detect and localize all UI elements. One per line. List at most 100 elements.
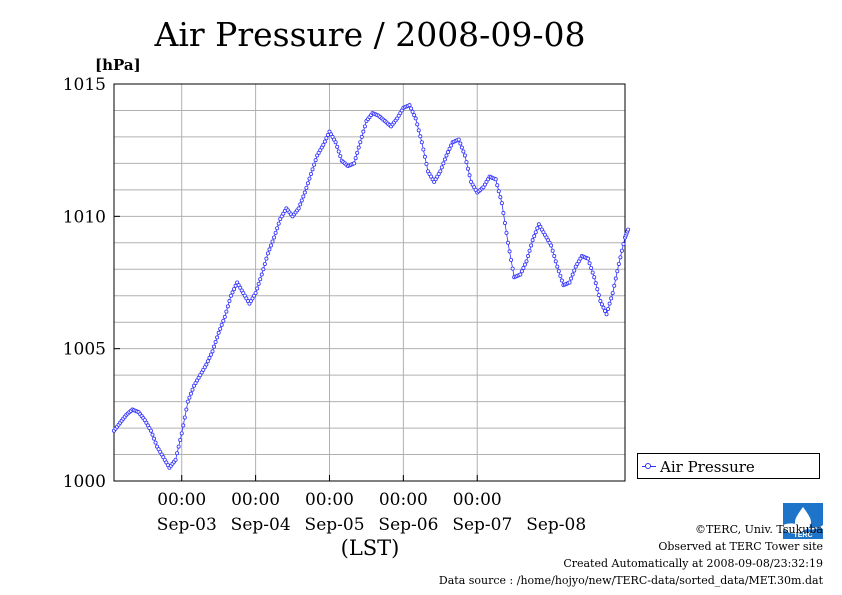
data-point — [313, 158, 318, 163]
data-point — [204, 362, 209, 367]
data-point — [362, 124, 367, 129]
data-point — [208, 352, 213, 357]
data-point — [302, 190, 307, 195]
data-point — [321, 142, 326, 147]
data-point — [606, 306, 611, 311]
data-point — [601, 305, 606, 310]
data-point — [498, 195, 503, 200]
x-date-label: Sep-08 — [526, 515, 586, 535]
data-point — [275, 226, 280, 231]
data-point — [178, 437, 183, 442]
data-point — [176, 444, 181, 449]
data-point — [352, 161, 357, 166]
data-point — [618, 255, 623, 260]
data-point — [225, 304, 230, 309]
data-point — [256, 281, 261, 286]
data-point — [449, 143, 454, 148]
data-point — [305, 181, 310, 186]
y-axis-ticks: 1000 1005 1010 1015 — [63, 75, 120, 492]
data-point — [255, 286, 260, 291]
data-point — [232, 287, 237, 292]
data-point — [312, 162, 317, 167]
x-date-label: Sep-03 — [157, 515, 217, 535]
data-point — [299, 198, 304, 203]
data-point — [458, 141, 463, 146]
data-point — [444, 153, 449, 158]
data-point — [504, 230, 509, 235]
data-point — [555, 264, 560, 269]
terc-logo: TERC — [783, 503, 823, 539]
data-source-text: Data source : /home/hojyo/new/TERC-data/… — [438, 574, 823, 587]
data-point — [419, 140, 424, 145]
x-axis-label: (LST) — [341, 536, 400, 560]
data-point — [466, 166, 471, 171]
data-point — [261, 267, 266, 272]
x-date-label: Sep-05 — [305, 515, 365, 535]
data-point — [304, 185, 309, 190]
data-point — [439, 165, 444, 170]
data-point — [173, 457, 178, 462]
data-point — [462, 153, 467, 158]
data-point — [276, 221, 281, 226]
data-point — [338, 154, 343, 159]
grid-lines — [114, 84, 625, 481]
created-timestamp-text: Created Automatically at 2008-09-08/23:3… — [563, 557, 823, 570]
air-pressure-points — [112, 103, 631, 470]
data-point — [207, 355, 212, 360]
x-time-tick-label: 00:00 — [379, 490, 428, 510]
x-axis-ticks: 00:00 00:00 00:00 00:00 00:00 Sep-03 Sep-04 Sep… — [157, 475, 586, 535]
data-point — [307, 176, 312, 181]
data-point — [421, 147, 426, 152]
data-point — [228, 293, 233, 298]
observed-site-text: Observed at TERC Tower site — [658, 540, 823, 553]
legend-label-air-pressure: Air Pressure — [660, 458, 755, 476]
data-point — [182, 415, 187, 420]
data-point — [596, 293, 601, 298]
data-point — [224, 309, 229, 314]
data-point — [447, 146, 452, 151]
data-point — [422, 154, 427, 159]
x-time-tick-label: 00:00 — [157, 490, 206, 510]
data-point — [264, 256, 269, 261]
data-point — [187, 395, 192, 400]
y-axis-unit-label: [hPa] — [95, 56, 141, 74]
data-point — [615, 269, 620, 274]
data-point — [322, 139, 327, 144]
data-point — [589, 265, 594, 270]
data-point — [219, 322, 224, 327]
data-point — [413, 116, 418, 121]
data-point — [190, 387, 195, 392]
data-point — [604, 312, 609, 317]
data-point — [265, 251, 270, 256]
data-point — [336, 149, 341, 154]
data-point — [215, 335, 220, 340]
data-point — [221, 318, 226, 323]
data-point — [572, 268, 577, 273]
y-tick-label: 1000 — [63, 472, 106, 492]
data-point — [559, 278, 564, 283]
data-point — [526, 254, 531, 259]
data-point — [510, 266, 515, 271]
data-point — [335, 144, 340, 149]
data-point — [549, 243, 554, 248]
data-point — [532, 234, 537, 239]
data-point — [222, 314, 227, 319]
data-point — [602, 308, 607, 313]
data-point — [552, 254, 557, 259]
data-point — [521, 265, 526, 270]
data-point — [529, 243, 534, 248]
data-point — [438, 169, 443, 174]
data-point — [499, 201, 504, 206]
data-point — [493, 177, 498, 182]
data-point — [353, 156, 358, 161]
data-point — [301, 194, 306, 199]
data-point — [233, 283, 238, 288]
data-point — [616, 261, 621, 266]
data-point — [556, 269, 561, 274]
data-point — [593, 281, 598, 286]
data-point — [569, 276, 574, 281]
y-tick-label: 1010 — [63, 207, 106, 227]
y-tick-label: 1005 — [63, 340, 106, 360]
data-point — [325, 132, 330, 137]
data-point — [148, 428, 153, 433]
